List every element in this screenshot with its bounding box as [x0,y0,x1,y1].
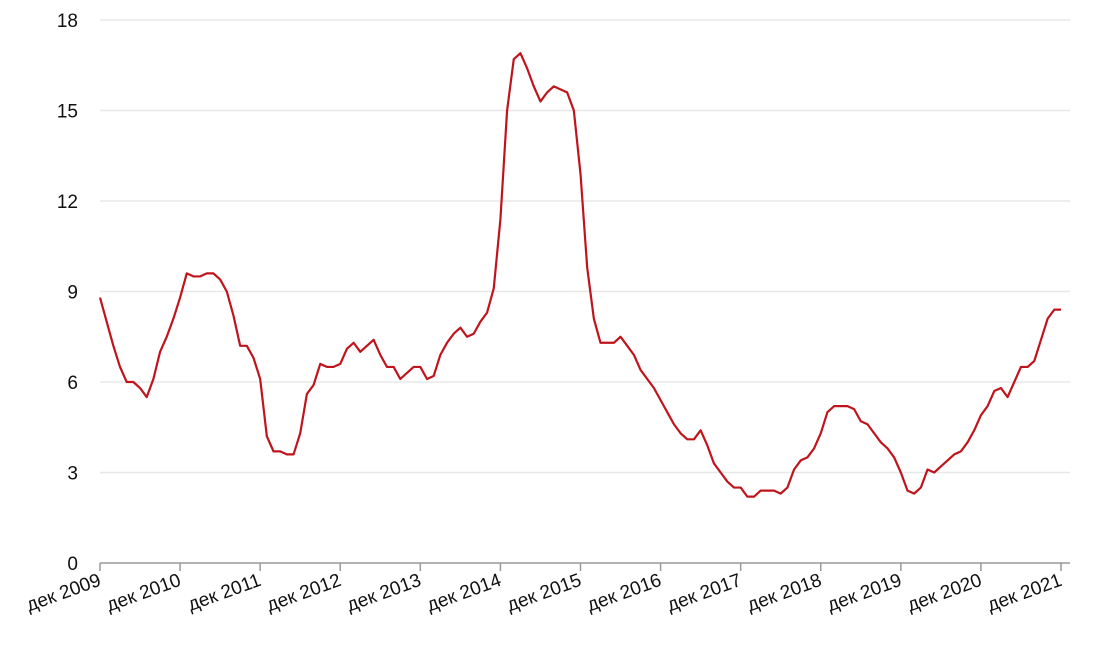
x-tick-label: дек 2013 [344,570,424,616]
x-tick-label: дек 2010 [104,570,184,616]
x-tick-label: дек 2011 [185,570,264,616]
x-tick-label: дек 2020 [905,570,985,616]
x-tick-label: дек 2016 [584,570,664,616]
x-tick-label: дек 2012 [264,570,344,616]
x-tick-label: дек 2019 [825,570,905,616]
data-line [98,52,1061,498]
y-tick-label: 12 [57,192,78,213]
y-tick-label: 3 [67,464,78,485]
x-tick-label: дек 2018 [744,570,824,616]
x-tick-label: дек 2017 [664,570,744,616]
x-tick-label: дек 2009 [24,570,104,616]
x-tick-label: дек 2021 [985,570,1065,616]
y-tick-label: 15 [57,102,78,123]
x-tick-label: дек 2014 [424,570,504,616]
y-tick-label: 6 [67,373,78,394]
y-tick-label: 18 [57,11,78,32]
y-tick-label: 9 [67,283,78,304]
x-tick-label: дек 2015 [504,570,584,616]
y-tick-label: 0 [67,554,78,575]
